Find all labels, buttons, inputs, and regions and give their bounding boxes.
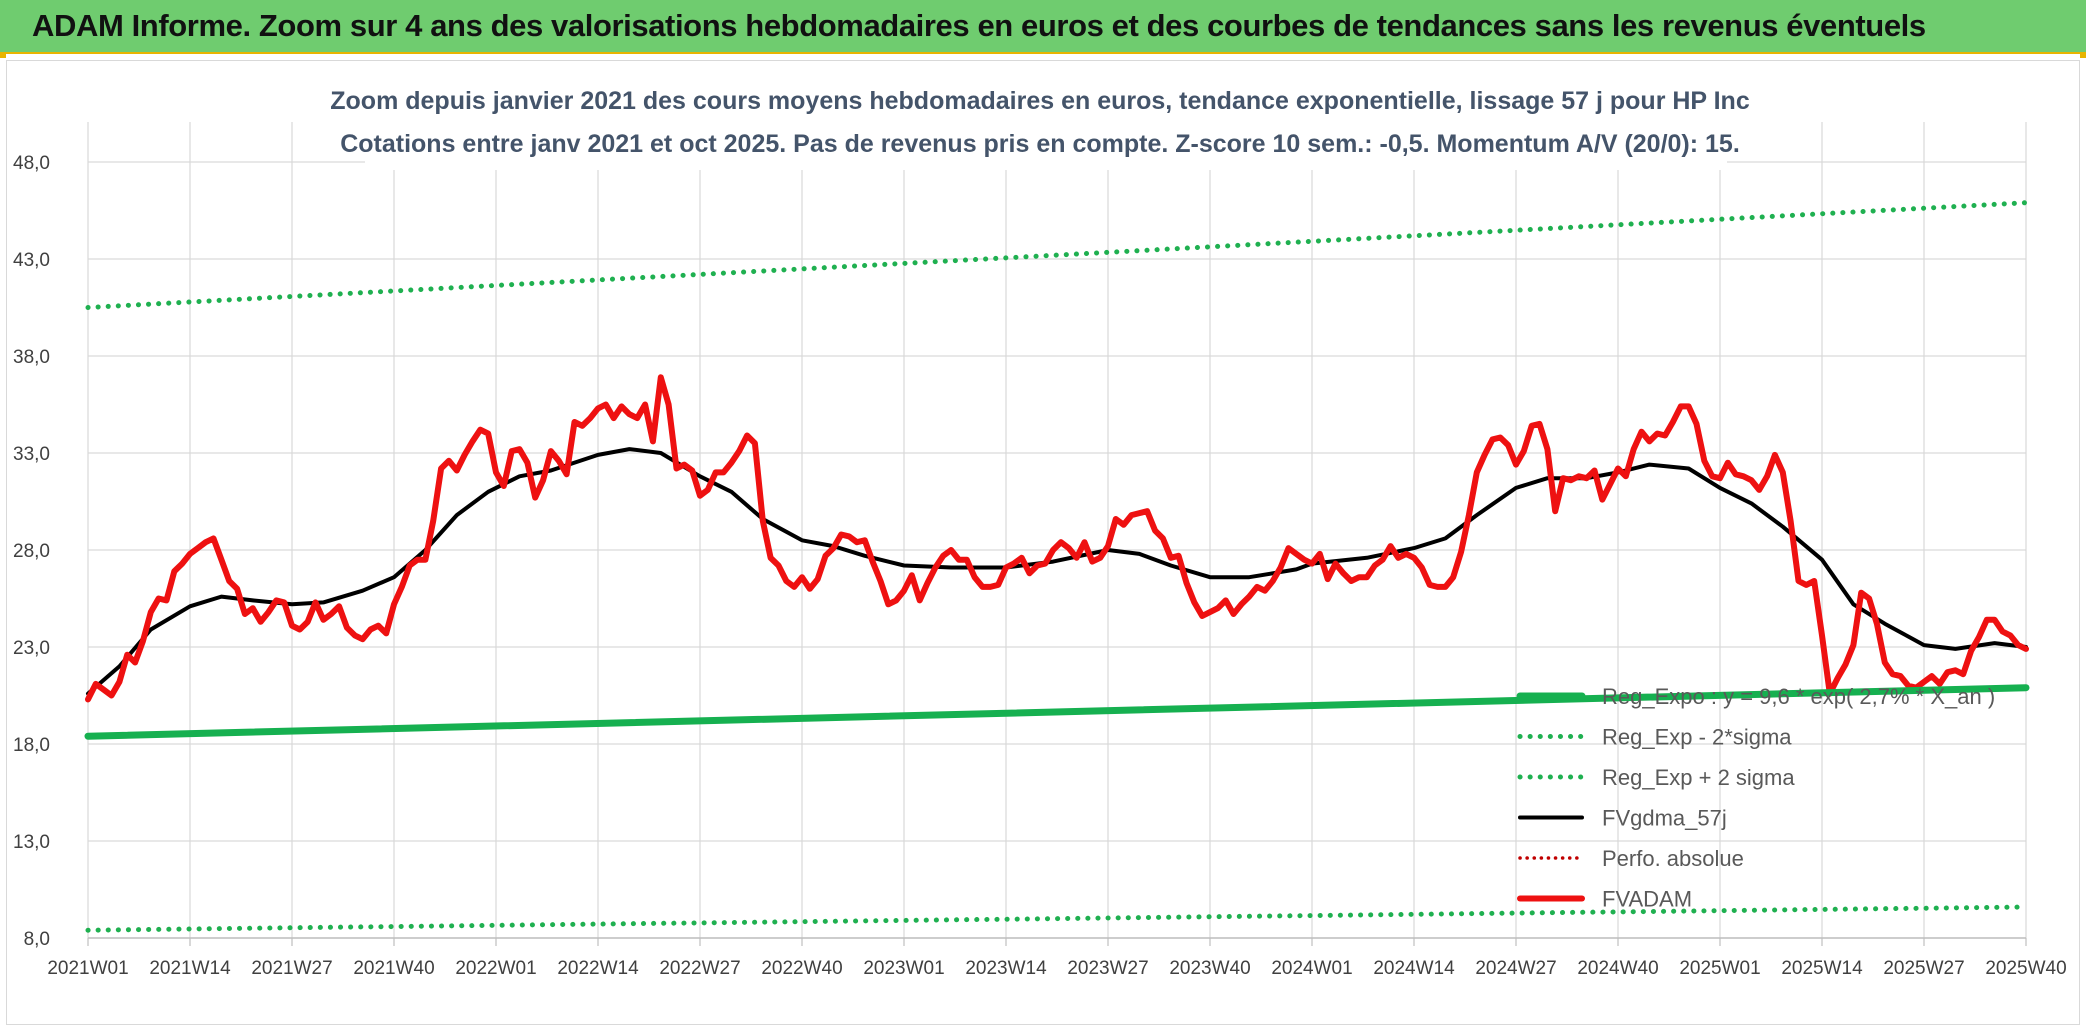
- legend-label: FVADAM: [1602, 887, 1692, 912]
- reg-exp-minus-2sigma-line: [85, 904, 2029, 933]
- x-tick-label: 2024W40: [1577, 958, 1658, 979]
- report-banner: ADAM Informe. Zoom sur 4 ans des valoris…: [0, 0, 2086, 54]
- x-tick-label: 2024W27: [1475, 958, 1556, 979]
- chart-subtitle: Cotations entre janv 2021 et oct 2025. P…: [340, 130, 1740, 158]
- legend-label: FVgdma_57j: [1602, 806, 1727, 831]
- legend: Reg_Expo : y = 9,6 * exp( 2,7% * X_an ) R…: [1516, 684, 1995, 912]
- axes: 8,0 13,0 18,0 23,0 28,0 33,0 38,0 43,0 48,0 2021W…: [13, 153, 2067, 979]
- banner-corner-right: [2080, 52, 2086, 58]
- x-tick-label: 2022W40: [761, 958, 842, 979]
- chart-titles: Zoom depuis janvier 2021 des cours moyen…: [330, 82, 1750, 170]
- x-tick-label: 2025W01: [1679, 958, 1760, 979]
- reg-expo-line: [84, 684, 2030, 740]
- y-tick-label: 48,0: [13, 153, 50, 174]
- chart-title: Zoom depuis janvier 2021 des cours moyen…: [330, 87, 1750, 115]
- x-tick-label: 2023W14: [965, 958, 1047, 979]
- fvadam-line: [85, 374, 2029, 703]
- x-tick-label: 2025W40: [1985, 958, 2066, 979]
- x-tick-label: 2022W27: [659, 958, 740, 979]
- reg-exp-plus-2sigma-line: [85, 200, 2029, 310]
- report-title: ADAM Informe. Zoom sur 4 ans des valoris…: [32, 8, 1926, 43]
- x-tick-label: 2024W14: [1373, 958, 1455, 979]
- fvgdma-57j-line: [86, 447, 2028, 696]
- x-tick-label: 2022W14: [557, 958, 639, 979]
- y-tick-label: 43,0: [13, 250, 50, 271]
- x-tick-label: 2021W27: [251, 958, 332, 979]
- x-tick-label: 2021W01: [47, 958, 128, 979]
- chart-frame: [6, 60, 2080, 1025]
- x-tick-label: 2021W40: [353, 958, 434, 979]
- legend-label: Perfo. absolue: [1602, 846, 1744, 871]
- y-tick-label: 38,0: [13, 347, 50, 368]
- banner-corner-left: [0, 52, 6, 58]
- y-tick-label: 28,0: [13, 541, 50, 562]
- y-tick-label: 23,0: [13, 638, 50, 659]
- x-tick-label: 2022W01: [455, 958, 536, 979]
- x-tick-label: 2025W27: [1883, 958, 1964, 979]
- x-tick-label: 2024W01: [1271, 958, 1352, 979]
- series-lines: [84, 200, 2030, 933]
- x-tick-label: 2021W14: [149, 958, 231, 979]
- x-tick-label: 2025W14: [1781, 958, 1863, 979]
- y-tick-label: 33,0: [13, 444, 50, 465]
- x-tick-label: 2023W01: [863, 958, 944, 979]
- legend-label: Reg_Exp - 2*sigma: [1602, 725, 1792, 750]
- x-tick-label: 2023W40: [1169, 958, 1250, 979]
- grid-lines: [87, 122, 2027, 939]
- y-tick-label: 18,0: [13, 735, 50, 756]
- title-background: [365, 82, 1727, 170]
- legend-label: Reg_Expo : y = 9,6 * exp( 2,7% * X_an ): [1602, 684, 1995, 709]
- legend-label: Reg_Exp + 2 sigma: [1602, 765, 1795, 790]
- x-tick-label: 2023W27: [1067, 958, 1148, 979]
- y-tick-label: 13,0: [13, 832, 50, 853]
- y-tick-label: 8,0: [24, 929, 50, 950]
